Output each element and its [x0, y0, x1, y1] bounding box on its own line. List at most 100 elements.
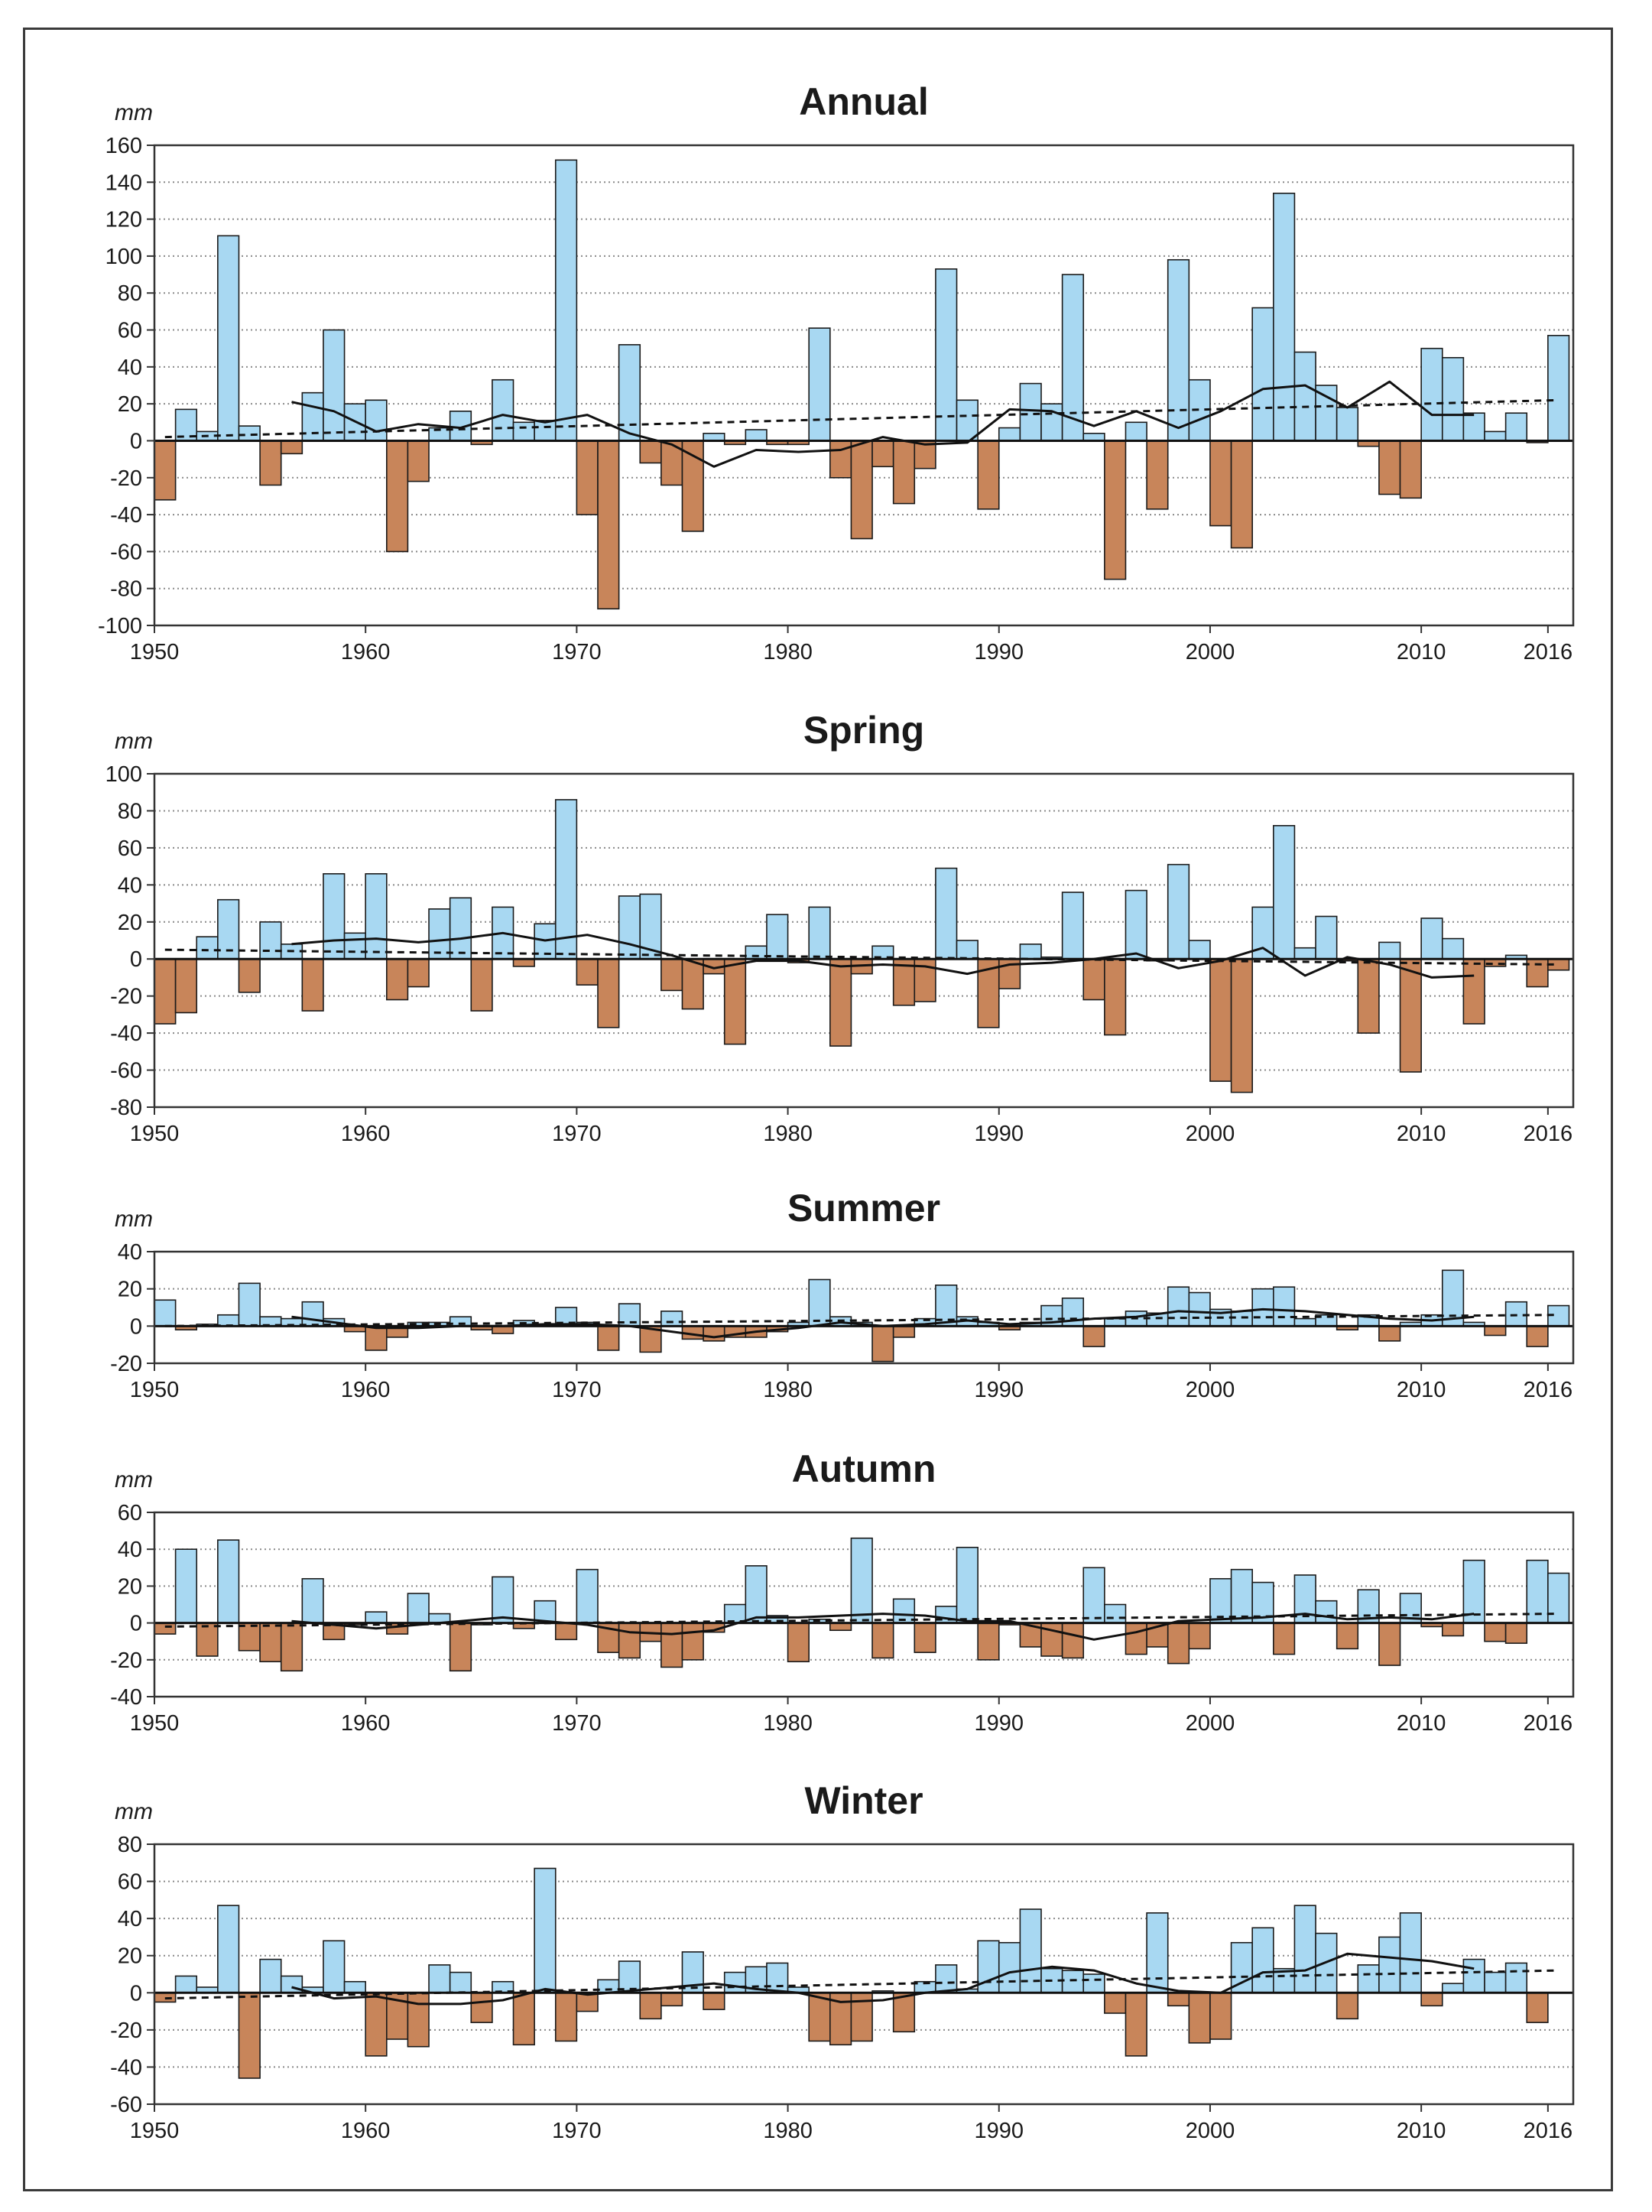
winter-moving-average-line [291, 1952, 1475, 2006]
autumn-unit-label: mm [115, 1467, 153, 1493]
spring-bar [1273, 825, 1296, 960]
autumn-y-tick-label: 60 [118, 1501, 142, 1525]
annual-x-tick-label: 1970 [552, 640, 602, 664]
annual-bar [492, 378, 514, 442]
summer-bar [808, 1278, 831, 1327]
spring-y-tick-label: 100 [105, 762, 142, 787]
winter-bar [343, 1980, 366, 1994]
annual-bar [892, 440, 916, 505]
autumn-bar [365, 1611, 388, 1624]
spring-plot-frame [153, 772, 1575, 1109]
autumn-bar [407, 1593, 430, 1624]
autumn-y-tick-label: 40 [118, 1538, 142, 1562]
autumn-bar [196, 1622, 219, 1657]
autumn-x-tick-label: 2000 [1186, 1711, 1235, 1736]
autumn-bar [217, 1539, 240, 1624]
autumn-y-tick-label: -40 [110, 1685, 142, 1710]
annual-bar [217, 235, 240, 442]
autumn-bar [977, 1622, 1000, 1661]
annual-bar [977, 440, 1000, 510]
annual-bar [280, 440, 303, 455]
spring-bar [1230, 958, 1253, 1093]
winter-x-tick-label: 1980 [763, 2119, 813, 2143]
annual-bar [238, 425, 261, 442]
summer-x-tick-label: 1960 [341, 1378, 391, 1402]
summer-bar [1188, 1291, 1211, 1327]
spring-y-tick-label: 80 [118, 799, 142, 823]
annual-bar [1146, 440, 1169, 510]
annual-bar [808, 327, 831, 442]
winter-bar [1484, 1971, 1507, 1994]
spring-x-tick-label: 2016 [1524, 1122, 1573, 1146]
spring-moving-average-line [291, 931, 1475, 979]
annual-bar [323, 329, 346, 442]
summer-x-tick-label: 2000 [1186, 1378, 1235, 1402]
winter-bar [808, 1992, 831, 2042]
autumn-bar [723, 1603, 747, 1624]
summer-bar [597, 1325, 620, 1351]
spring-bar [956, 940, 979, 960]
summer-bar [154, 1299, 177, 1327]
spring-bar [1082, 958, 1105, 1001]
annual-bar [597, 440, 620, 610]
autumn-bar [1104, 1603, 1127, 1624]
summer-y-tick-label: -20 [110, 1352, 142, 1376]
autumn-moving-average-line [291, 1613, 1475, 1641]
winter-bar [597, 1979, 620, 1994]
spring-bar [829, 958, 852, 1047]
winter-bar [217, 1905, 240, 1994]
autumn-bar [681, 1622, 704, 1661]
annual-bar [1293, 351, 1316, 442]
spring-x-tick-label: 1950 [130, 1122, 180, 1146]
autumn-plot-frame [153, 1511, 1575, 1698]
summer-x-tick-label: 1990 [975, 1378, 1024, 1402]
annual-bar [871, 440, 894, 468]
winter-bar [428, 1964, 451, 1994]
annual-bar [1547, 334, 1570, 442]
annual-bar [365, 399, 388, 442]
annual-y-tick-label: 80 [118, 281, 142, 306]
winter-bar [618, 1960, 641, 1994]
annual-y-tick-label: 20 [118, 392, 142, 417]
autumn-bar [301, 1577, 324, 1624]
summer-x-tick-label: 1980 [763, 1378, 813, 1402]
spring-bar [259, 921, 282, 960]
winter-bar [1188, 1992, 1211, 2044]
autumn-x-tick-label: 2010 [1397, 1711, 1446, 1736]
winter-y-tick-label: -20 [110, 2019, 142, 2043]
annual-y-tick-label: 0 [130, 429, 142, 453]
spring-x-tick-label: 1970 [552, 1122, 602, 1146]
winter-bar [977, 1940, 1000, 1994]
spring-bar [935, 867, 958, 960]
autumn-bar [449, 1622, 472, 1672]
annual-bar [534, 420, 557, 442]
autumn-bar [745, 1565, 768, 1624]
winter-bar [238, 1992, 261, 2079]
spring-bar [1293, 947, 1316, 960]
autumn-bar [1378, 1622, 1401, 1666]
winter-bar [323, 1940, 346, 1994]
spring-bar [238, 958, 261, 993]
annual-bar [639, 440, 662, 464]
annual-x-tick-label: 1960 [341, 640, 391, 664]
spring-bar [343, 932, 366, 960]
annual-bar [1420, 347, 1443, 442]
annual-y-tick-label: 120 [105, 208, 142, 232]
annual-bar [1125, 421, 1147, 442]
summer-bar [1273, 1286, 1296, 1327]
autumn-bar [1441, 1622, 1465, 1637]
spring-bar [449, 897, 472, 960]
winter-bar [365, 1992, 388, 2057]
spring-bar [217, 898, 240, 960]
annual-bar [745, 429, 768, 442]
autumn-bar [554, 1622, 578, 1641]
annual-y-tick-label: 140 [105, 171, 142, 195]
winter-bar [1167, 1992, 1190, 2007]
winter-y-tick-label: 40 [118, 1907, 142, 1931]
summer-unit-label: mm [115, 1207, 153, 1232]
winter-bar [1293, 1905, 1316, 1994]
annual-x-tick-label: 1990 [975, 640, 1024, 664]
spring-unit-label: mm [115, 729, 153, 754]
annual-bar [1399, 440, 1422, 499]
